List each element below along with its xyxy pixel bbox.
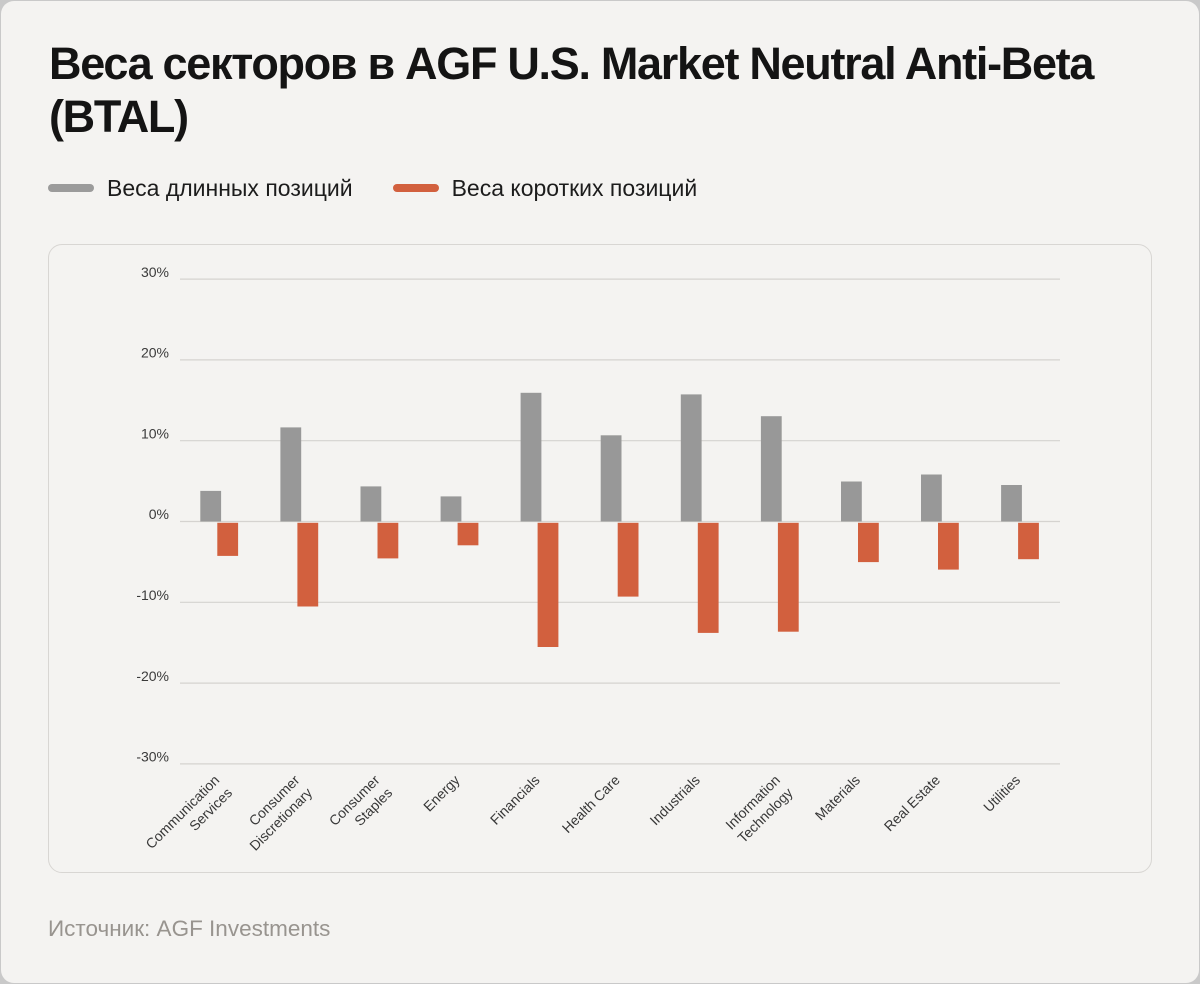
svg-text:Financials: Financials	[487, 772, 543, 828]
svg-text:-10%: -10%	[136, 587, 169, 603]
svg-text:-30%: -30%	[136, 749, 169, 765]
svg-text:Utilities: Utilities	[980, 772, 1023, 815]
svg-text:Industrials: Industrials	[646, 772, 702, 828]
svg-text:-20%: -20%	[136, 668, 169, 684]
svg-text:Materials: Materials	[812, 772, 863, 823]
svg-text:20%: 20%	[141, 345, 169, 361]
svg-text:10%: 10%	[141, 425, 169, 441]
svg-text:0%: 0%	[149, 506, 169, 522]
svg-text:Energy: Energy	[420, 772, 463, 815]
svg-text:30%: 30%	[141, 264, 169, 280]
svg-text:Real Estate: Real Estate	[881, 772, 944, 835]
svg-text:Health Care: Health Care	[559, 772, 623, 836]
